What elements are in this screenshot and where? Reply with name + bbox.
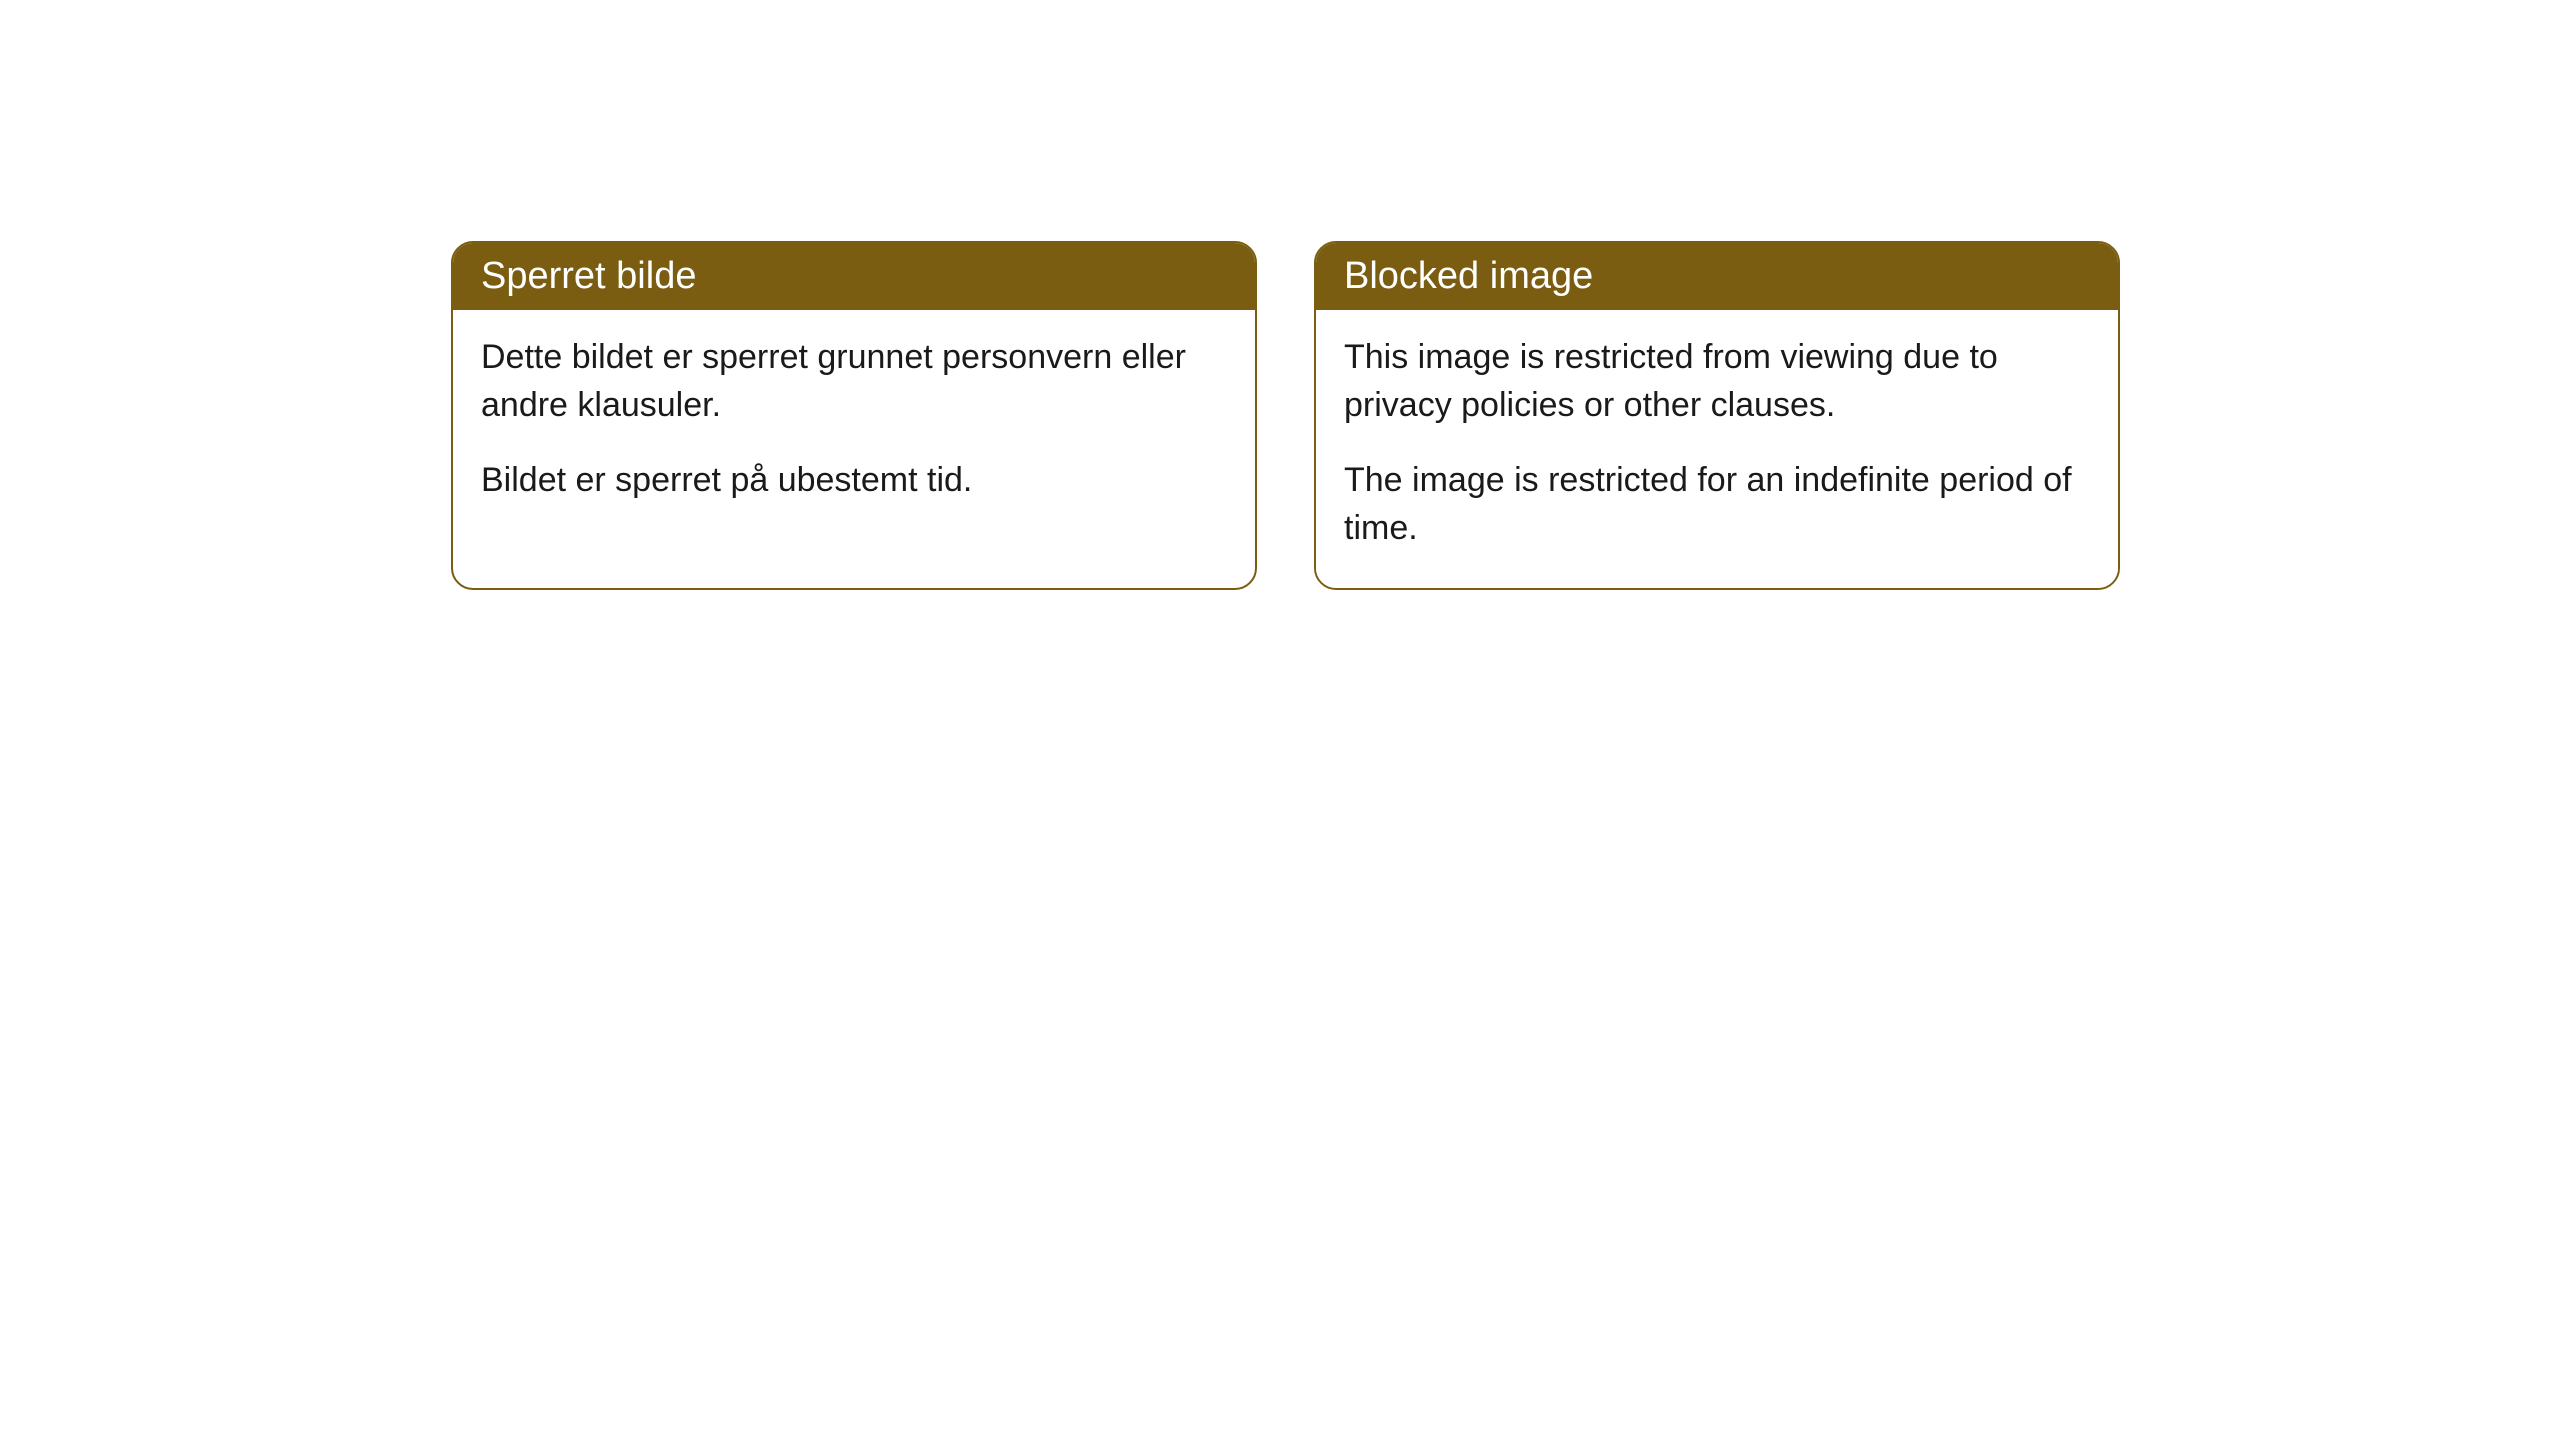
card-paragraph: This image is restricted from viewing du… [1344,334,2090,429]
card-paragraph: The image is restricted for an indefinit… [1344,457,2090,552]
card-header-english: Blocked image [1316,243,2118,310]
card-header-norwegian: Sperret bilde [453,243,1255,310]
card-norwegian: Sperret bilde Dette bildet er sperret gr… [451,241,1257,590]
card-paragraph: Dette bildet er sperret grunnet personve… [481,334,1227,429]
card-body-english: This image is restricted from viewing du… [1316,310,2118,588]
card-paragraph: Bildet er sperret på ubestemt tid. [481,457,1227,505]
card-title-norwegian: Sperret bilde [481,255,696,297]
cards-container: Sperret bilde Dette bildet er sperret gr… [451,241,2120,590]
card-english: Blocked image This image is restricted f… [1314,241,2120,590]
card-title-english: Blocked image [1344,255,1593,297]
card-body-norwegian: Dette bildet er sperret grunnet personve… [453,310,1255,541]
